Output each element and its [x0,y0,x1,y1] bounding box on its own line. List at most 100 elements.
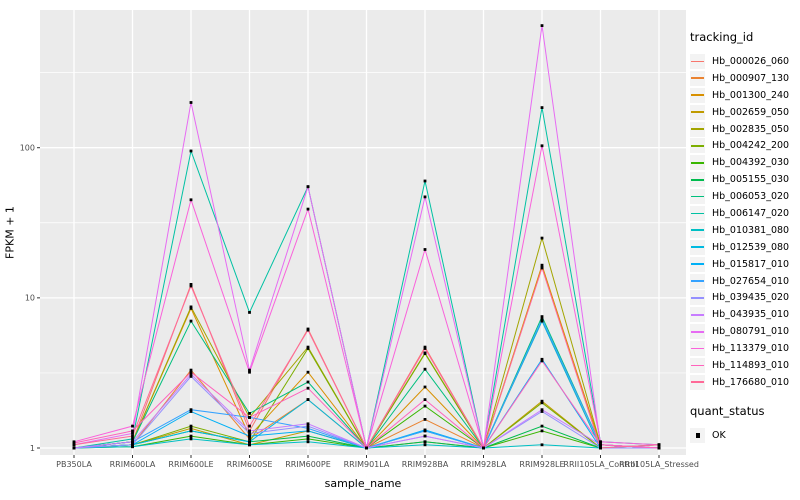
data-point [540,424,544,428]
data-point [248,370,251,374]
data-point [540,357,544,361]
legend-label: Hb_002659_050 [712,106,790,118]
data-point [423,440,427,444]
legend-line-swatch [691,111,704,113]
data-point [306,398,310,401]
legend-item-Hb_039435_020: Hb_039435_020 [690,289,798,306]
data-point [599,443,602,447]
legend-line-swatch [691,297,704,299]
data-point [248,412,251,415]
data-point [248,429,251,433]
legend-line-swatch [691,128,704,130]
legend-line-swatch [691,161,704,164]
legend-line-swatch [691,178,704,181]
legend-title-quant-status: quant_status [690,403,765,418]
data-point [540,315,544,318]
x-tick-label: RRII105LA_Stressed [619,460,699,469]
legend-item-Hb_006147_020: Hb_006147_020 [690,205,798,222]
data-point [540,443,544,447]
data-point [72,441,76,445]
data-point [306,440,310,444]
data-point [306,386,310,390]
legend-line-swatch [691,280,704,282]
legend-label: Hb_027654_010 [712,275,790,287]
data-point [423,404,427,408]
data-point [540,236,544,240]
x-tick-label: RRIM928BA [402,460,449,469]
data-point [540,401,544,405]
data-point [540,429,544,433]
data-point [540,144,544,148]
legend-item-Hb_080791_010: Hb_080791_010 [690,323,798,340]
data-point [306,370,310,374]
legend-label: Hb_015817_010 [712,258,790,270]
data-point [131,443,134,447]
data-point [248,311,251,314]
legend-label: Hb_010381_080 [712,224,790,236]
legend-item-Hb_012539_080: Hb_012539_080 [690,239,798,256]
x-tick-label: PB350LA [56,460,92,469]
data-point [482,446,485,450]
data-point [189,101,193,104]
data-point [189,198,193,202]
data-point [423,352,427,355]
data-point [657,446,661,450]
data-point [540,410,544,413]
legend-key [690,70,705,86]
legend-label: Hb_043935_010 [712,309,790,321]
legend-label: Hb_005155_030 [712,174,790,186]
data-point [72,443,76,447]
data-point [540,317,544,321]
legend-item-Hb_001300_240: Hb_001300_240 [690,87,798,104]
data-point [657,443,661,447]
data-point [540,24,544,27]
data-point [540,319,544,323]
x-tick-label: RRIM600LA [110,460,156,469]
legend-key [690,155,705,171]
data-point [131,424,134,428]
data-point [540,263,544,267]
legend-line-swatch [691,144,704,147]
legend-key [690,290,705,306]
data-point [189,427,193,430]
legend-key [690,87,705,103]
data-point [189,307,193,310]
legend-line-swatch [691,229,704,232]
data-point [248,440,251,444]
legend-label: Hb_113379_010 [712,343,790,355]
legend-label: Hb_012539_080 [712,241,790,253]
x-tick-label: RRIM901LA [344,460,390,469]
data-point [423,248,427,251]
legend-label: Hb_006147_020 [712,207,790,219]
legend-item-Hb_176680_010: Hb_176680_010 [690,374,798,391]
data-point [131,437,134,441]
y-axis-title: FPKM + 1 [3,206,17,259]
data-point [131,440,134,444]
legend-line-swatch [691,381,704,384]
legend-item-Hb_005155_030: Hb_005155_030 [690,171,798,188]
data-point [423,195,427,199]
data-point [306,207,310,211]
data-point [189,434,193,438]
legend-line-swatch [691,77,704,80]
legend-key [690,53,705,69]
legend-key [690,256,705,272]
data-point [189,149,193,153]
data-point [423,347,427,350]
legend-line-swatch [691,313,704,316]
data-point [189,370,193,374]
data-point [189,284,193,288]
legend-label: Hb_176680_010 [712,376,790,388]
legend-item-Hb_000026_060: Hb_000026_060 [690,53,798,70]
x-tick-label: RRII105LA_Control [563,460,637,469]
legend-line-swatch [691,212,704,215]
legend-key [690,121,705,137]
data-point [189,408,193,412]
x-axis-title: sample_name [324,477,402,490]
data-point [306,185,310,189]
legend-key [690,239,705,255]
data-point [306,429,310,433]
legend-line-swatch [691,246,704,249]
legend-key [690,104,705,120]
data-point [540,408,544,412]
